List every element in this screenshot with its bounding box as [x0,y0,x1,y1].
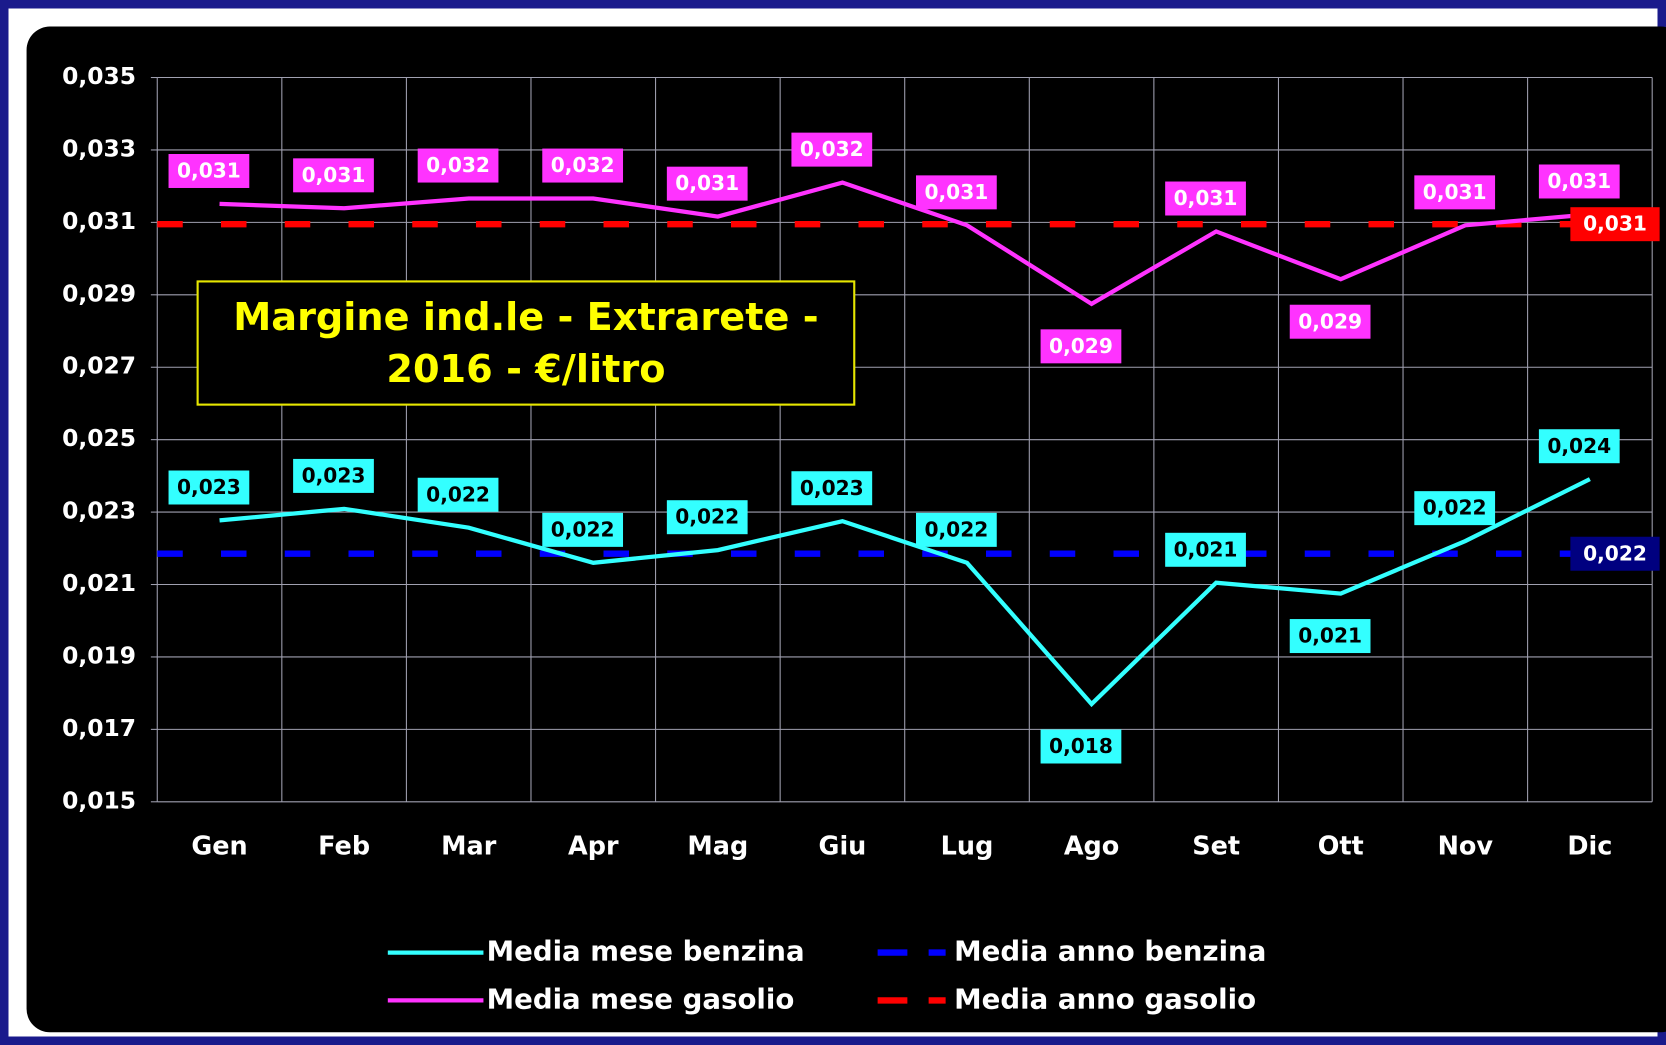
series-line [219,180,1591,307]
y-tick-label: 0,021 [62,569,136,597]
value-label-box [542,512,624,547]
value-label-box [1414,491,1496,526]
value-label: 0,023 [800,476,864,500]
value-label: 0,029 [1298,309,1362,333]
value-label: 0,022 [426,482,490,506]
marks [157,180,1653,708]
value-label-box [1538,164,1620,199]
value-label-box [791,132,873,167]
y-tick-label: 0,033 [62,134,136,162]
value-label: 0,022 [551,517,615,541]
value-label-box [666,500,748,535]
legend-label: Media anno gasolio [954,982,1256,1015]
x-tick-label: Ago [1064,831,1119,861]
value-label: 0,024 [1547,434,1611,458]
value-label: 0,031 [177,159,241,183]
x-tick-label: Giu [819,831,867,861]
series-line [219,477,1591,708]
value-label-box [791,471,873,506]
x-tick-label: Ott [1318,831,1364,861]
value-label: 0,031 [675,171,739,195]
value-label-box [1570,536,1660,571]
chart-title: 2016 - €/litro [386,348,665,392]
value-label: 0,031 [1547,169,1611,193]
value-label-box [542,148,624,183]
x-tick-label: Feb [318,831,370,861]
y-tick-label: 0,031 [62,207,136,235]
value-label: 0,032 [551,153,615,177]
y-tick-label: 0,015 [62,786,136,814]
value-label: 0,031 [1583,212,1647,236]
x-tick-label: Nov [1438,831,1494,861]
value-label: 0,021 [1298,624,1362,648]
value-label-box [417,148,499,183]
value-label-box [1289,304,1371,339]
value-label: 0,031 [1423,180,1487,204]
chart-area [26,26,1666,1033]
value-label-box [1538,429,1620,464]
y-tick-label: 0,023 [62,497,136,525]
value-label: 0,023 [302,463,366,487]
y-tick-label: 0,027 [62,352,136,380]
x-tick-label: Dic [1567,831,1612,861]
x-tick-label: Apr [568,831,619,861]
y-tick-label: 0,019 [62,641,136,669]
value-label-box [1289,619,1371,654]
legend-label: Media mese benzina [487,935,805,968]
value-label-box [1165,532,1246,567]
value-label-box [168,153,250,188]
legend-label: Media mese gasolio [487,982,795,1015]
value-label: 0,022 [1583,541,1647,565]
value-label: 0,022 [675,505,739,529]
value-label-box [293,458,374,493]
value-label-box [1040,729,1122,764]
x-tick-label: Mar [441,831,497,861]
x-tick-label: Set [1192,831,1240,861]
x-tick-label: Gen [191,831,247,861]
legend: Media mese benzina Media mese gasolio Medi… [387,935,1266,1015]
y-tick-label: 0,035 [62,62,136,90]
value-label-box [916,175,997,210]
legend-label: Media anno benzina [954,935,1266,968]
value-label-box [1165,181,1246,216]
y-tick-label: 0,025 [62,424,136,452]
y-tick-label: 0,029 [62,279,136,307]
value-label-box [1570,207,1660,242]
value-label: 0,032 [800,137,864,161]
value-label: 0,022 [1423,496,1487,520]
value-label: 0,031 [1174,186,1238,210]
value-label: 0,031 [302,163,366,187]
x-tick-label: Mag [687,831,748,861]
value-label: 0,032 [426,153,490,177]
value-label: 0,029 [1049,334,1113,358]
value-label: 0,031 [924,180,988,204]
value-label-box [1040,329,1122,364]
value-label-box [916,512,997,547]
value-label-box [168,470,250,505]
x-tick-label: Lug [941,831,994,861]
value-label: 0,021 [1174,537,1238,561]
chart-title: Margine ind.le - Extrarete - [233,296,818,340]
value-label-box [666,166,748,201]
value-label: 0,023 [177,475,241,499]
value-label-box [417,477,499,512]
grid: 0,015 0,017 0,019 0,021 0,023 0,025 0,027 0,029… [62,62,1653,861]
value-label: 0,022 [924,517,988,541]
value-label-box [293,158,374,193]
value-label-box [1414,175,1496,210]
y-tick-label: 0,017 [62,714,136,742]
title-box [196,280,856,406]
value-label: 0,018 [1049,734,1113,758]
labels: 0,022 0,031 0,023 0,023 0,022 0,022 0,022 0,023… [168,132,1660,764]
